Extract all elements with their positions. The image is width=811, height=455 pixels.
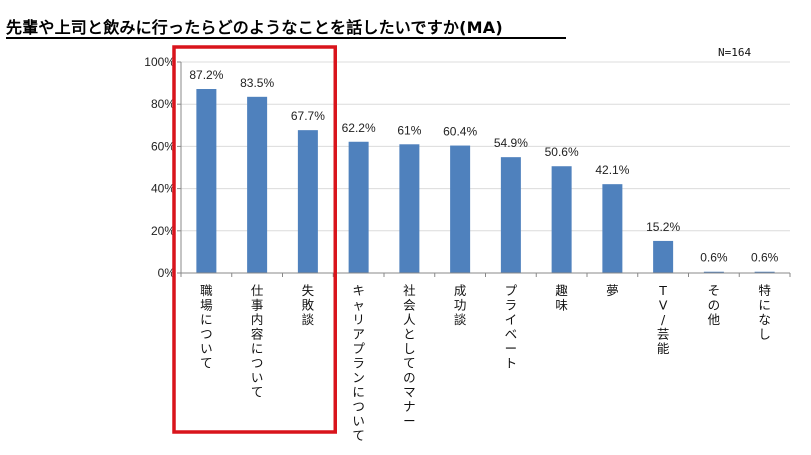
chart-title: 先輩や上司と飲みに行ったらどのようなことを話したいですか(MA) <box>6 18 503 37</box>
data-label: 50.6% <box>545 145 579 159</box>
x-category-label: プライベート <box>505 283 518 371</box>
x-category-label: キャリアプランについて <box>352 283 365 443</box>
data-label: 0.6% <box>751 251 779 265</box>
data-label: 42.1% <box>595 163 629 177</box>
data-label: 83.5% <box>240 76 274 90</box>
data-label: 15.2% <box>646 220 680 234</box>
y-tick-label: 40% <box>151 182 175 196</box>
y-tick-label: 80% <box>151 97 175 111</box>
bar <box>399 144 420 273</box>
x-category-label: 特になし <box>758 283 771 342</box>
title-underline <box>6 37 566 39</box>
y-tick-label: 60% <box>151 139 175 153</box>
sample-size-note: N=164 <box>718 46 751 59</box>
bar <box>754 271 775 273</box>
highlight-box <box>172 45 337 434</box>
bar <box>551 166 572 273</box>
y-tick-label: 100% <box>144 55 175 69</box>
x-category-label: 仕事内容について <box>251 283 264 400</box>
bar <box>450 145 471 273</box>
data-label: 67.7% <box>291 109 325 123</box>
bar <box>653 240 674 273</box>
y-tick-label: 0% <box>158 266 176 280</box>
x-category-label: 夢 <box>606 283 619 298</box>
bar <box>196 89 217 274</box>
bar <box>703 271 724 273</box>
bar <box>602 184 623 273</box>
bar <box>247 96 268 273</box>
x-category-label: 成功談 <box>454 283 467 327</box>
x-category-label: その他 <box>708 283 721 327</box>
data-label: 61% <box>397 123 421 137</box>
data-label: 60.4% <box>443 125 477 139</box>
bar <box>297 130 318 273</box>
data-label: 0.6% <box>700 251 728 265</box>
x-category-label: 社会人としてのマナー <box>403 283 416 429</box>
bar <box>348 141 369 273</box>
bar <box>500 157 521 273</box>
x-category-label: 職場について <box>200 283 213 371</box>
data-label: 62.2% <box>342 121 376 135</box>
y-tick-label: 20% <box>151 224 175 238</box>
data-label: 87.2% <box>189 68 223 82</box>
x-category-label: 趣味 <box>555 283 568 313</box>
data-label: 54.9% <box>494 136 528 150</box>
x-category-label: 失敗談 <box>302 283 315 327</box>
x-category-label: T V/芸能 <box>657 283 670 356</box>
